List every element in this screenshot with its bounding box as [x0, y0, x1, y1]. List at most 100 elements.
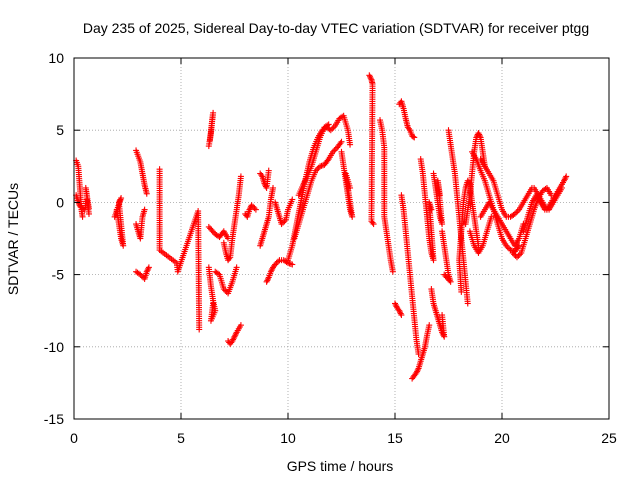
x-axis-label: GPS time / hours — [287, 458, 394, 474]
data-point — [392, 300, 398, 307]
data-point — [230, 336, 237, 343]
data-point — [445, 275, 452, 282]
data-point — [248, 202, 255, 209]
data-point — [515, 244, 522, 251]
data-point — [230, 335, 237, 342]
data-point — [145, 264, 152, 271]
plot-frame — [73, 57, 610, 420]
y-tick-label: 0 — [56, 194, 64, 210]
data-point — [366, 72, 373, 79]
data-point — [347, 184, 354, 191]
data-point — [281, 218, 288, 225]
data-point — [222, 287, 229, 294]
data-point — [428, 206, 435, 213]
data-point — [516, 251, 523, 258]
data-point — [273, 260, 280, 267]
grid-lines — [74, 58, 609, 419]
data-point — [85, 210, 92, 217]
x-tick-label: 10 — [280, 430, 296, 446]
data-point — [392, 301, 399, 308]
data-point — [289, 196, 296, 203]
data-point — [264, 277, 271, 284]
data-point — [337, 140, 344, 147]
data-point — [488, 213, 495, 220]
data-point — [145, 265, 152, 272]
data-points — [73, 72, 570, 382]
data-point — [398, 312, 405, 319]
data-point — [267, 268, 274, 275]
data-point — [314, 166, 321, 173]
data-point — [232, 332, 239, 339]
data-point — [226, 255, 233, 262]
data-point — [513, 254, 520, 261]
x-tick-label: 0 — [70, 430, 78, 446]
data-point — [252, 206, 259, 213]
data-point — [141, 206, 148, 213]
data-point — [443, 274, 450, 281]
data-point — [561, 177, 568, 184]
x-tick-label: 20 — [494, 430, 510, 446]
data-point — [413, 369, 420, 376]
data-point — [439, 312, 446, 319]
y-tick-label: 5 — [56, 122, 64, 138]
data-point — [426, 322, 433, 329]
data-point — [325, 121, 332, 128]
data-point — [324, 122, 331, 129]
data-point — [205, 223, 212, 230]
data-point — [263, 278, 270, 285]
data-point — [278, 221, 285, 228]
data-point — [410, 133, 417, 140]
data-point — [206, 137, 213, 144]
data-point — [441, 271, 448, 278]
data-point — [464, 300, 471, 307]
data-point — [436, 192, 443, 199]
data-point — [231, 333, 238, 340]
axis-ticks: 0 5 10 15 20 25 -15 -10 -5 0 5 10 — [44, 50, 617, 446]
x-tick-label: 5 — [177, 430, 185, 446]
data-point — [324, 157, 331, 164]
y-tick-label: 10 — [48, 50, 64, 66]
data-point — [215, 270, 222, 277]
data-point — [439, 330, 446, 337]
data-point — [111, 213, 118, 220]
data-point — [143, 190, 150, 197]
x-tick-label: 15 — [387, 430, 403, 446]
data-point — [515, 252, 522, 259]
data-point — [143, 268, 150, 275]
data-point — [209, 228, 216, 235]
data-point — [237, 173, 244, 180]
data-point — [280, 219, 287, 226]
data-point — [330, 124, 337, 131]
data-point — [476, 131, 483, 138]
data-point — [208, 226, 215, 233]
data-point — [396, 309, 403, 316]
data-point — [397, 310, 404, 317]
data-point — [561, 176, 568, 183]
y-tick-label: -5 — [52, 267, 65, 283]
data-point — [338, 138, 345, 145]
data-point — [442, 273, 449, 280]
y-tick-label: -15 — [44, 411, 64, 427]
data-point — [196, 326, 203, 333]
data-point — [562, 174, 569, 181]
data-point — [229, 338, 236, 345]
data-point — [265, 275, 272, 282]
chart-title: Day 235 of 2025, Sidereal Day-to-day VTE… — [83, 20, 589, 36]
data-point — [396, 307, 403, 314]
data-point — [312, 167, 319, 174]
y-tick-label: -10 — [44, 339, 64, 355]
data-point — [513, 209, 520, 216]
data-point — [262, 183, 269, 190]
data-point — [447, 278, 454, 285]
data-point — [210, 300, 217, 307]
data-point — [511, 210, 518, 217]
data-point — [414, 368, 421, 375]
data-point — [563, 173, 570, 180]
data-point — [446, 277, 453, 284]
data-point — [509, 249, 516, 256]
data-point — [85, 205, 92, 212]
data-point — [367, 75, 374, 82]
data-point — [250, 203, 257, 210]
data-point — [251, 205, 258, 212]
